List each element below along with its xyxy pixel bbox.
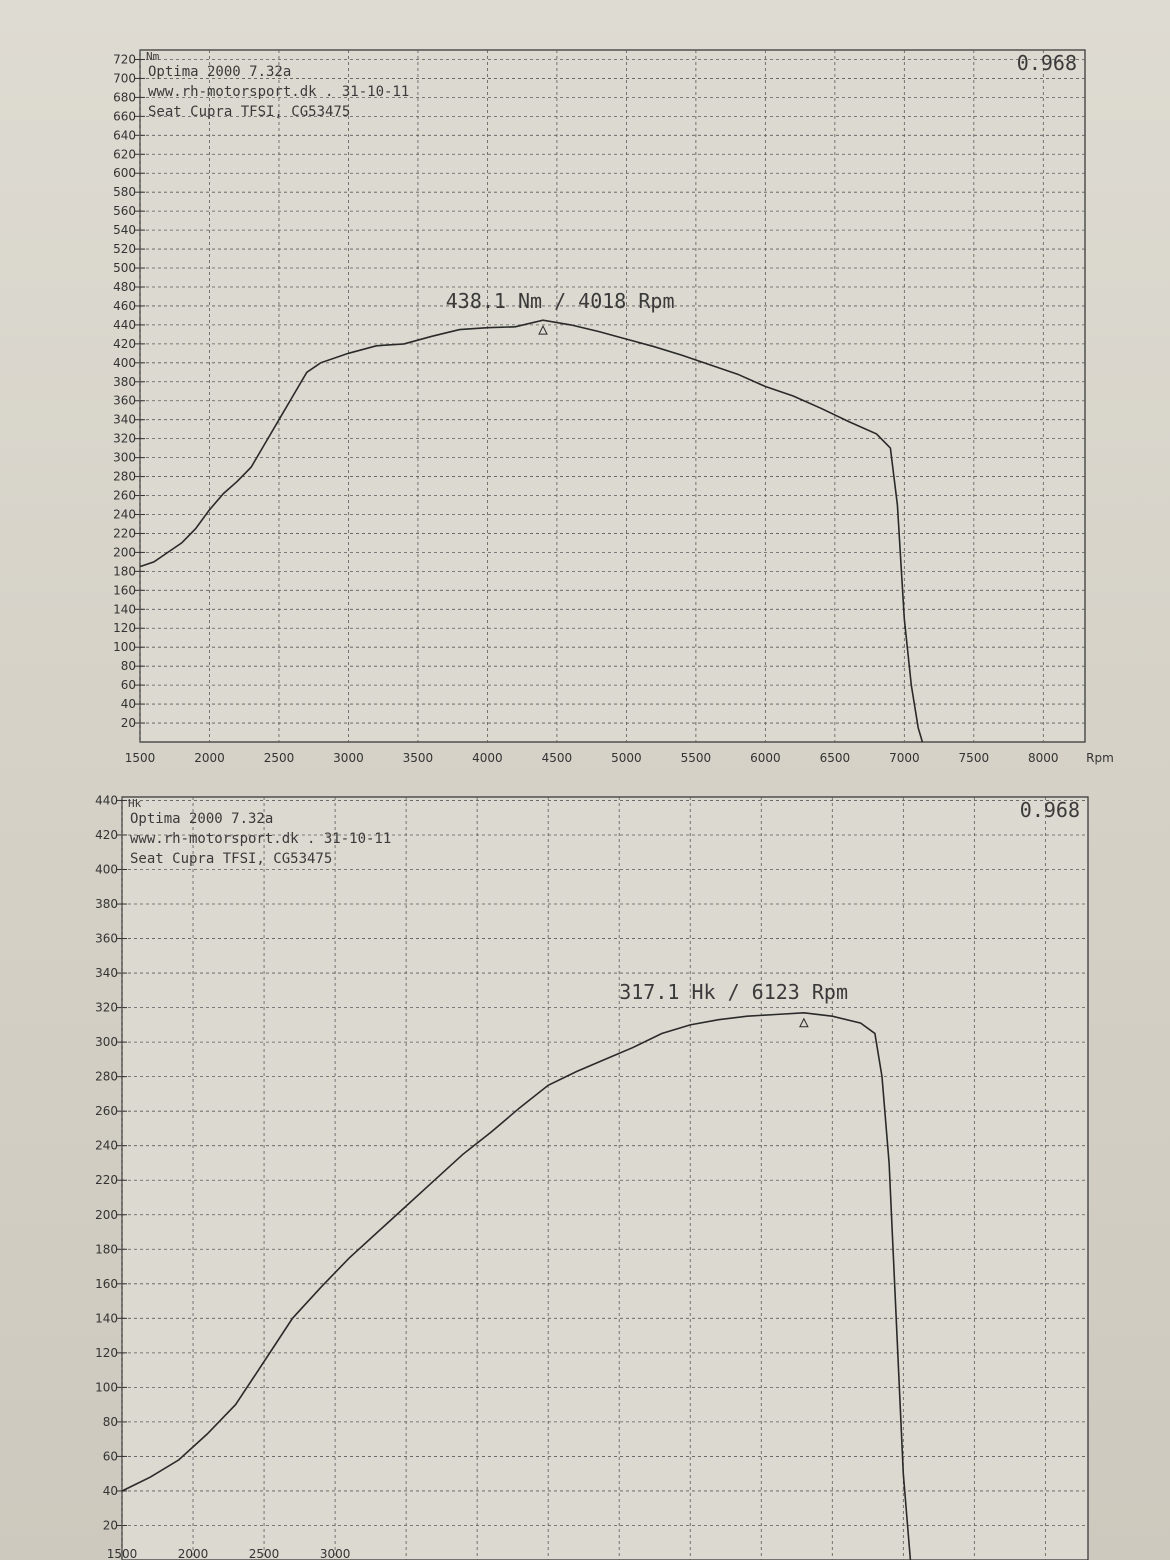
x-tick-label: 4500 — [542, 751, 573, 765]
y-tick-label: 160 — [113, 583, 136, 597]
x-tick-label: 7500 — [959, 751, 990, 765]
y-tick-label: 700 — [113, 71, 136, 85]
y-tick-label: 40 — [121, 697, 136, 711]
y-tick-label: 460 — [113, 299, 136, 313]
x-tick-label: 6000 — [750, 751, 781, 765]
y-tick-label: 680 — [113, 90, 136, 104]
header-line-1: Optima 2000 7.32a — [130, 811, 273, 827]
x-axis-unit: Rpm — [1086, 751, 1114, 765]
curve-line — [121, 1011, 912, 1560]
x-tick-label: 1500 — [107, 1547, 138, 1560]
x-tick-label: 5500 — [681, 751, 712, 765]
correction-factor: 0.968 — [1020, 798, 1080, 822]
chart-panel-1: 20 40 60 80 100 120 140 160 180 200 220 240 260 280 30… — [113, 49, 1114, 765]
x-tick-label: 3000 — [333, 751, 364, 765]
y-tick-label: 40 — [103, 1484, 118, 1498]
peak-marker — [538, 325, 548, 335]
header-line-2: www.rh-motorsport.dk . 31-10-11 — [130, 831, 391, 847]
x-tick-label: 3500 — [403, 751, 434, 765]
x-tick-label: 7000 — [889, 751, 920, 765]
y-tick-label: 100 — [113, 640, 136, 654]
y-tick-label: 60 — [121, 678, 136, 692]
y-tick-label: 580 — [113, 185, 136, 199]
y-tick-label: 220 — [113, 526, 136, 540]
y-tick-label: 560 — [113, 204, 136, 218]
x-tick-label: 6500 — [820, 751, 851, 765]
y-tick-label: 140 — [95, 1311, 118, 1325]
y-tick-label: 380 — [95, 897, 118, 911]
curve-line — [139, 319, 924, 743]
y-tick-label: 200 — [113, 545, 136, 559]
y-tick-label: 140 — [113, 602, 136, 616]
header-line-3: Seat Cupra TFSI, CG53475 — [148, 104, 350, 120]
y-tick-label: 300 — [95, 1035, 118, 1049]
x-tick-label: 2500 — [249, 1547, 280, 1560]
y-tick-label: 400 — [113, 356, 136, 370]
y-tick-label: 240 — [113, 507, 136, 521]
y-tick-label: 660 — [113, 109, 136, 123]
y-tick-label: 360 — [113, 394, 136, 408]
y-tick-label: 320 — [95, 1001, 118, 1015]
y-tick-label: 440 — [113, 318, 136, 332]
chart-panel-2: 20 40 60 80 100 120 140 160 180 200 220 240 260 280 30… — [95, 793, 1089, 1560]
y-tick-label: 20 — [121, 716, 136, 730]
header-line-2: www.rh-motorsport.dk . 31-10-11 — [148, 84, 409, 100]
y-tick-label: 620 — [113, 147, 136, 161]
y-tick-label: 260 — [95, 1104, 118, 1118]
header-line-1: Optima 2000 7.32a — [148, 64, 291, 80]
y-tick-label: 380 — [113, 375, 136, 389]
x-tick-label: 2000 — [178, 1547, 209, 1560]
y-tick-label: 720 — [113, 52, 136, 66]
y-tick-label: 80 — [121, 659, 136, 673]
peak-annotation: 317.1 Hk / 6123 Rpm — [619, 980, 848, 1004]
x-tick-label: 5000 — [611, 751, 642, 765]
y-tick-label: 360 — [95, 932, 118, 946]
x-tick-label: 4000 — [472, 751, 503, 765]
y-tick-label: 320 — [113, 432, 136, 446]
y-tick-label: 20 — [103, 1518, 118, 1532]
y-tick-label: 120 — [95, 1346, 118, 1360]
peak-marker — [799, 1017, 809, 1028]
y-tick-label: 240 — [95, 1139, 118, 1153]
y-tick-label: 440 — [95, 793, 118, 807]
header-line-3: Seat Cupra TFSI, CG53475 — [130, 851, 332, 867]
y-tick-label: 500 — [113, 261, 136, 275]
y-tick-label: 340 — [113, 413, 136, 427]
x-tick-label: 2500 — [264, 751, 295, 765]
y-tick-label: 420 — [95, 828, 118, 842]
y-axis-unit: Nm — [146, 50, 160, 63]
y-tick-label: 300 — [113, 451, 136, 465]
y-tick-label: 600 — [113, 166, 136, 180]
y-tick-label: 520 — [113, 242, 136, 256]
y-tick-label: 200 — [95, 1208, 118, 1222]
y-tick-label: 640 — [113, 128, 136, 142]
y-tick-label: 180 — [113, 564, 136, 578]
y-tick-label: 100 — [95, 1380, 118, 1394]
y-tick-label: 480 — [113, 280, 136, 294]
y-tick-label: 340 — [95, 966, 118, 980]
y-tick-label: 260 — [113, 489, 136, 503]
x-tick-label: 8000 — [1028, 751, 1059, 765]
x-tick-label: 3000 — [320, 1547, 351, 1560]
y-tick-label: 160 — [95, 1277, 118, 1291]
x-tick-label: 2000 — [194, 751, 225, 765]
y-axis-unit: Hk — [128, 797, 142, 810]
y-tick-label: 280 — [113, 470, 136, 484]
y-tick-label: 180 — [95, 1242, 118, 1256]
y-tick-label: 80 — [103, 1415, 118, 1429]
plot-frame — [121, 796, 1089, 1560]
y-tick-label: 400 — [95, 863, 118, 877]
y-tick-label: 280 — [95, 1070, 118, 1084]
y-tick-label: 60 — [103, 1449, 118, 1463]
y-tick-label: 120 — [113, 621, 136, 635]
x-tick-label: 1500 — [125, 751, 156, 765]
y-tick-label: 540 — [113, 223, 136, 237]
peak-annotation: 438.1 Nm / 4018 Rpm — [446, 289, 675, 313]
y-tick-label: 420 — [113, 337, 136, 351]
correction-factor: 0.968 — [1017, 51, 1077, 75]
y-tick-label: 220 — [95, 1173, 118, 1187]
plot-frame — [139, 49, 1086, 743]
